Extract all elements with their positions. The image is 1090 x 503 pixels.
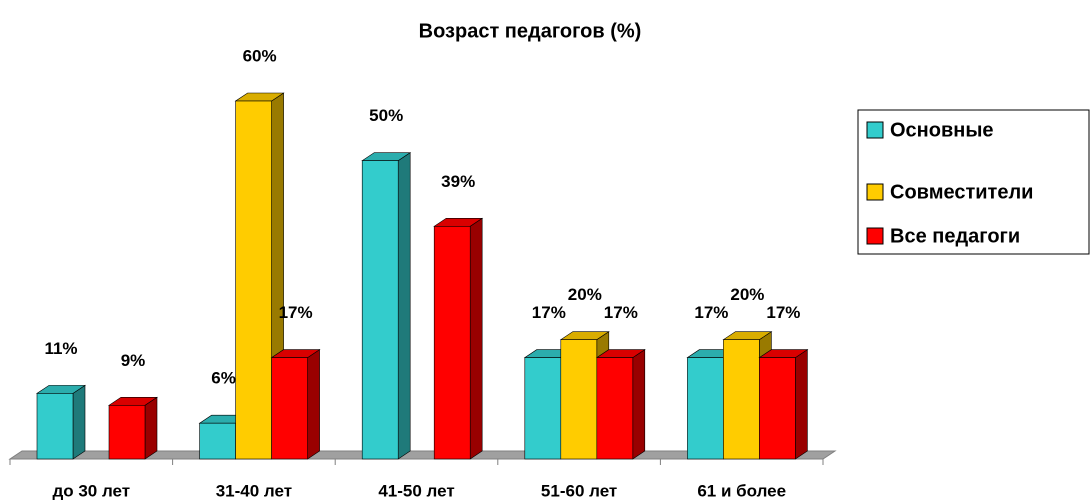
bar (433, 217, 484, 460)
legend-box (857, 109, 1090, 255)
legend-label: Совместители (890, 181, 1033, 203)
bar-front (36, 393, 74, 460)
bar-side (469, 217, 483, 460)
bar-front (687, 357, 724, 460)
data-label: 50% (369, 106, 403, 125)
data-label: 11% (44, 339, 77, 358)
x-tick-label: до 30 лет (52, 481, 130, 500)
chart-title: Возраст педагогов (%) (419, 20, 642, 42)
bar-side (144, 396, 158, 460)
legend-swatch (866, 227, 884, 245)
bar-front (361, 160, 399, 460)
bar-side (795, 349, 808, 460)
bar-side (397, 152, 411, 460)
legend-label: Все педагоги (890, 225, 1020, 247)
bar-front (759, 357, 796, 460)
data-label: 17% (279, 303, 313, 322)
bar (758, 349, 809, 460)
bar-front (524, 357, 562, 460)
x-tick-label: 31-40 лет (216, 481, 292, 500)
x-tick-label: 61 и более (697, 481, 786, 500)
data-label: 20% (568, 285, 602, 304)
data-label: 17% (604, 303, 638, 322)
bar-side (307, 349, 320, 460)
bar (595, 349, 646, 460)
bar (36, 384, 86, 460)
bar (361, 152, 412, 460)
data-label: 6% (211, 369, 236, 388)
data-label: 60% (243, 46, 277, 65)
bar-front (596, 357, 634, 460)
bar-front (271, 357, 308, 460)
bar-side (72, 384, 86, 460)
data-label: 9% (121, 351, 146, 370)
legend-swatch (866, 121, 884, 139)
bar-front (108, 404, 146, 460)
bar-front (199, 422, 236, 460)
bar (108, 396, 158, 460)
bar-side (632, 349, 646, 460)
x-tick-label: 51-60 лет (541, 481, 617, 500)
data-label: 20% (730, 285, 764, 304)
x-tick-label: 41-50 лет (378, 481, 454, 500)
bar (270, 349, 321, 460)
data-label: 17% (766, 303, 800, 322)
bar-front (235, 100, 272, 460)
legend-label: Основные (890, 119, 994, 141)
bar-front (560, 339, 598, 460)
bar-front (723, 339, 760, 460)
data-label: 39% (441, 172, 475, 191)
bar-front (433, 226, 471, 460)
data-label: 17% (532, 303, 566, 322)
legend-swatch (866, 183, 884, 201)
data-label: 17% (694, 303, 728, 322)
